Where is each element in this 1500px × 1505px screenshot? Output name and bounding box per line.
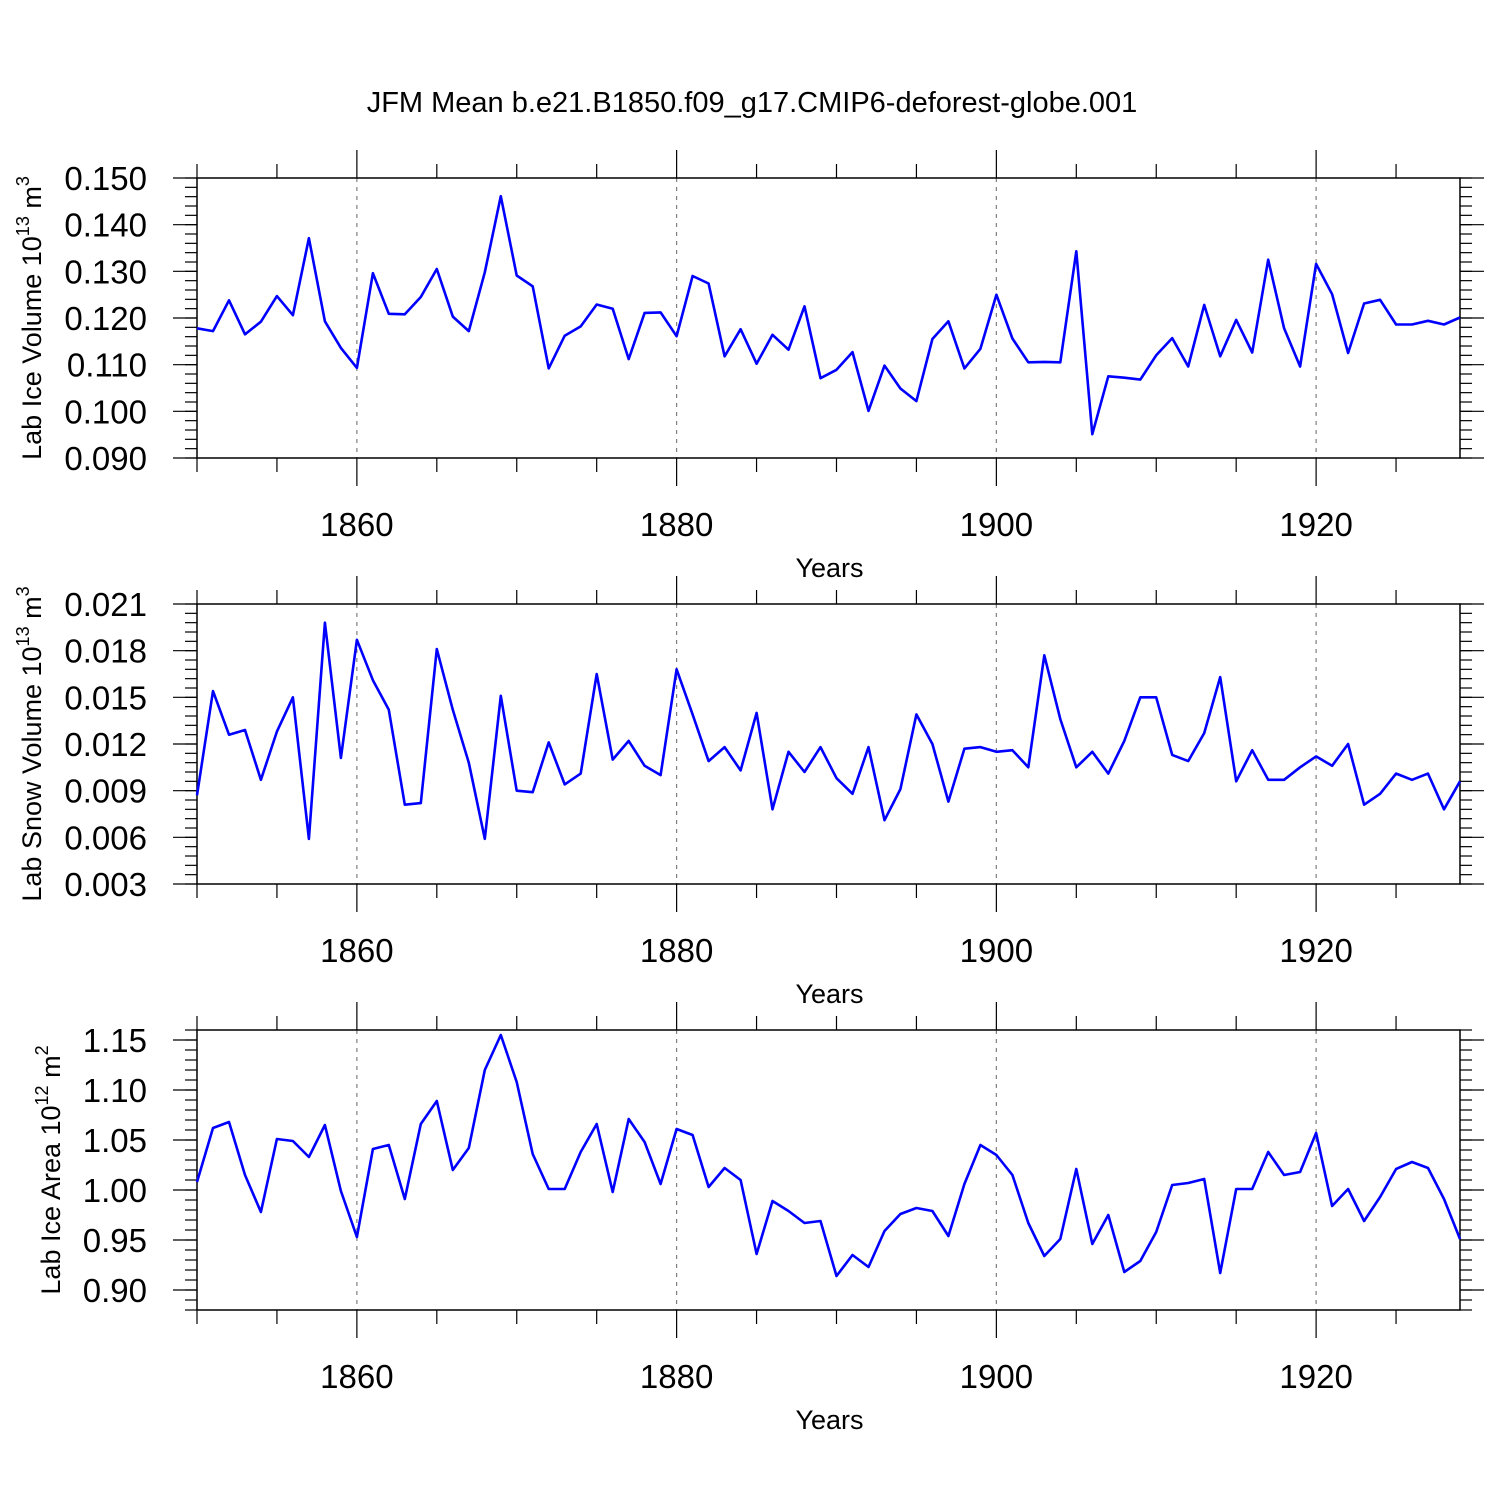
series-line — [195, 1033, 1462, 1278]
x-axis-title: Years — [795, 979, 863, 1009]
y-tick-label: 0.120 — [64, 300, 147, 337]
y-axis-title: Lab Ice Volume 1013 m3 — [13, 176, 47, 460]
y-tick-label: 0.012 — [64, 726, 147, 763]
x-tick-label: 1900 — [960, 506, 1033, 543]
y-tick-label: 0.95 — [83, 1222, 147, 1259]
y-tick-label: 0.009 — [64, 773, 147, 810]
y-tick-label: 0.021 — [64, 586, 147, 623]
x-tick-label: 1900 — [960, 932, 1033, 969]
y-axis-title-unit: m — [17, 186, 47, 216]
y-tick-label: 1.00 — [83, 1172, 147, 1209]
y-tick-label: 0.140 — [64, 207, 147, 244]
panel-1: 1860 1880 1900 1920 Years 0.090 0.100 0.110 0.12… — [13, 150, 1484, 583]
x-axis-title: Years — [795, 1405, 863, 1435]
y-tick-label: 0.100 — [64, 393, 147, 430]
plot-frame — [196, 1029, 1461, 1311]
y-axis-title-main: Lab Snow Volume 10 — [17, 646, 47, 901]
x-tick-label: 1860 — [320, 506, 393, 543]
y-axis-title-exponent: 13 — [13, 626, 33, 646]
x-tick-label: 1920 — [1279, 932, 1352, 969]
x-tick-label: 1880 — [640, 932, 713, 969]
y-tick-label: 1.15 — [83, 1022, 147, 1059]
x-tick-label: 1920 — [1279, 506, 1352, 543]
y-tick-label: 1.05 — [83, 1122, 147, 1159]
x-tick-label: 1880 — [640, 506, 713, 543]
y-axis-title-exponent: 12 — [32, 1085, 52, 1105]
y-tick-label: 0.018 — [64, 633, 147, 670]
y-axis-title: Lab Ice Area 1012 m2 — [32, 1045, 66, 1294]
y-tick-label: 1.10 — [83, 1072, 147, 1109]
y-axis-title-unit-exponent: 3 — [13, 176, 33, 186]
y-axis-title: Lab Snow Volume 1013 m3 — [13, 586, 47, 901]
y-tick-label: 0.150 — [64, 160, 147, 197]
x-tick-label: 1860 — [320, 1358, 393, 1395]
x-tick-label: 1900 — [960, 1358, 1033, 1395]
y-tick-label: 0.015 — [64, 679, 147, 716]
y-axis-title-unit: m — [17, 596, 47, 626]
y-axis-title-unit-exponent: 3 — [13, 586, 33, 596]
series-line — [195, 621, 1462, 841]
panel-2: 1860 1880 1900 1920 Years 0.003 0.006 0.009 0.01… — [13, 576, 1484, 1009]
series-line — [196, 194, 1461, 436]
y-axis-title-main: Lab Ice Volume 10 — [17, 236, 47, 460]
y-axis-title-exponent: 13 — [13, 216, 33, 236]
y-tick-label: 0.003 — [64, 866, 147, 903]
x-tick-label: 1920 — [1279, 1358, 1352, 1395]
x-tick-label: 1860 — [320, 932, 393, 969]
y-tick-label: 0.130 — [64, 253, 147, 290]
y-axis-title-main: Lab Ice Area 10 — [36, 1105, 66, 1294]
x-tick-label: 1880 — [640, 1358, 713, 1395]
y-axis-title-unit-exponent: 2 — [32, 1045, 52, 1055]
x-axis-title: Years — [795, 553, 863, 583]
plot-frame — [196, 603, 1461, 885]
y-tick-label: 0.090 — [64, 440, 147, 477]
panel-3: 1860 1880 1900 1920 Years 0.90 0.95 1.00 1.05 1.1… — [32, 1002, 1484, 1435]
y-tick-label: 0.110 — [67, 347, 147, 384]
y-tick-label: 0.006 — [64, 819, 147, 856]
plot-frame — [196, 177, 1461, 459]
y-axis-title-unit: m — [36, 1055, 66, 1085]
chart-title: JFM Mean b.e21.B1850.f09_g17.CMIP6-defor… — [367, 87, 1138, 119]
y-tick-label: 0.90 — [83, 1272, 147, 1309]
